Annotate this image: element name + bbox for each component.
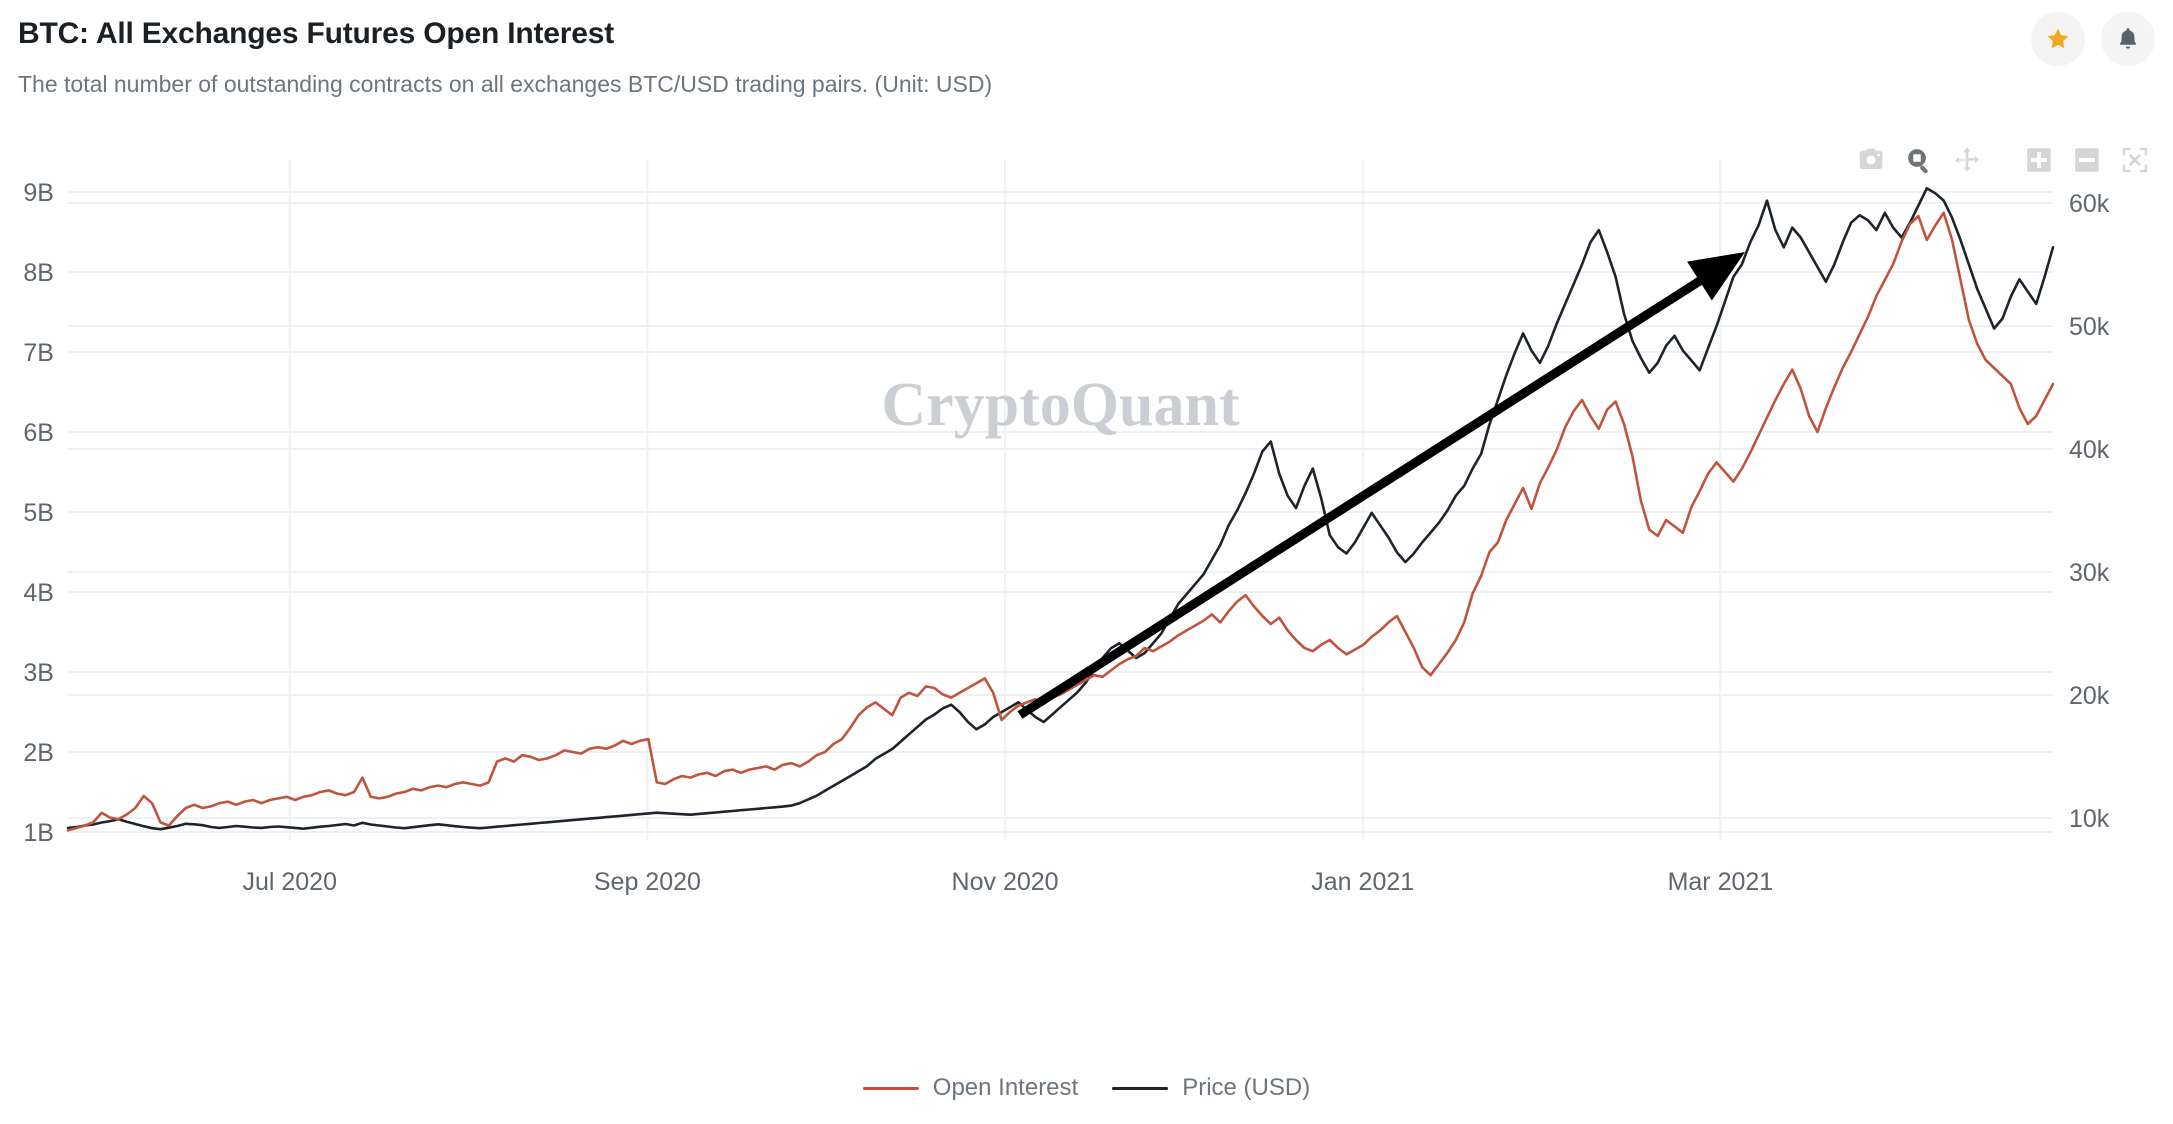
y-axis-left-ticks: 1B 2B 3B 4B 5B 6B 7B 8B 9B xyxy=(23,179,54,847)
svg-text:40k: 40k xyxy=(2069,436,2110,464)
svg-text:30k: 30k xyxy=(2069,559,2110,587)
svg-text:60k: 60k xyxy=(2069,190,2110,218)
svg-text:Sep 2020: Sep 2020 xyxy=(594,868,701,896)
star-icon xyxy=(2045,26,2071,52)
download-plot-icon[interactable] xyxy=(1851,140,1891,180)
plot-modebar xyxy=(1851,140,2155,180)
series-line-price xyxy=(66,187,2055,831)
y-axis-right-ticks: 10k 20k 30k 40k 50k 60k xyxy=(2069,190,2110,833)
legend-swatch-open-interest xyxy=(862,1086,919,1090)
chart-header: BTC: All Exchanges Futures Open Interest… xyxy=(18,16,2155,126)
svg-text:5B: 5B xyxy=(23,499,54,527)
legend-label-price: Price (USD) xyxy=(1182,1074,1311,1101)
svg-text:50k: 50k xyxy=(2069,313,2110,341)
legend-item-open-interest[interactable]: Open Interest xyxy=(862,1074,1079,1102)
series-line-open-interest xyxy=(66,211,2055,832)
page-title: BTC: All Exchanges Futures Open Interest xyxy=(18,17,614,50)
zoom-in-icon[interactable] xyxy=(2019,140,2059,180)
svg-text:Jul 2020: Jul 2020 xyxy=(242,868,337,896)
gridlines-x xyxy=(288,160,1722,840)
chart-svg: CryptoQuant 1B 2B 3B 4B 5B 6B 7B 8B 9B 10k 20k 30k… xyxy=(23,160,2110,896)
alert-button[interactable] xyxy=(2101,12,2155,66)
pan-icon[interactable] xyxy=(1947,140,1987,180)
zoom-out-icon[interactable] xyxy=(2067,140,2107,180)
svg-text:4B: 4B xyxy=(23,579,54,607)
svg-text:6B: 6B xyxy=(23,419,54,447)
legend-swatch-price xyxy=(1112,1086,1169,1090)
svg-text:2B: 2B xyxy=(23,739,54,767)
header-actions xyxy=(2031,12,2155,66)
svg-text:Mar 2021: Mar 2021 xyxy=(1668,868,1774,896)
svg-text:3B: 3B xyxy=(23,659,54,687)
zoom-select-icon[interactable] xyxy=(1899,140,1939,180)
svg-text:8B: 8B xyxy=(23,259,54,287)
legend-item-price[interactable]: Price (USD) xyxy=(1112,1074,1310,1102)
uptrend-arrow-annotation xyxy=(1017,252,1745,719)
chart-legend: Open Interest Price (USD) xyxy=(0,1074,2173,1102)
gridlines-left xyxy=(68,191,2053,833)
svg-text:1B: 1B xyxy=(23,819,54,847)
bell-icon xyxy=(2116,26,2140,52)
favorite-button[interactable] xyxy=(2031,12,2085,66)
svg-text:9B: 9B xyxy=(23,179,54,207)
page-subtitle: The total number of outstanding contract… xyxy=(18,71,993,97)
legend-label-open-interest: Open Interest xyxy=(932,1074,1079,1101)
watermark-text: CryptoQuant xyxy=(881,371,1240,439)
chart-plot-area[interactable]: CryptoQuant 1B 2B 3B 4B 5B 6B 7B 8B 9B 10k 20k 30k… xyxy=(0,150,2173,1050)
svg-text:Jan 2021: Jan 2021 xyxy=(1311,868,1414,896)
gridlines-right xyxy=(68,202,2053,819)
x-axis-ticks: Jul 2020 Sep 2020 Nov 2020 Jan 2021 Mar 2021 xyxy=(242,868,1773,896)
svg-text:7B: 7B xyxy=(23,339,54,367)
autoscale-icon[interactable] xyxy=(2115,140,2155,180)
svg-text:Nov 2020: Nov 2020 xyxy=(952,868,1059,896)
svg-text:20k: 20k xyxy=(2069,682,2110,710)
svg-text:10k: 10k xyxy=(2069,805,2110,833)
